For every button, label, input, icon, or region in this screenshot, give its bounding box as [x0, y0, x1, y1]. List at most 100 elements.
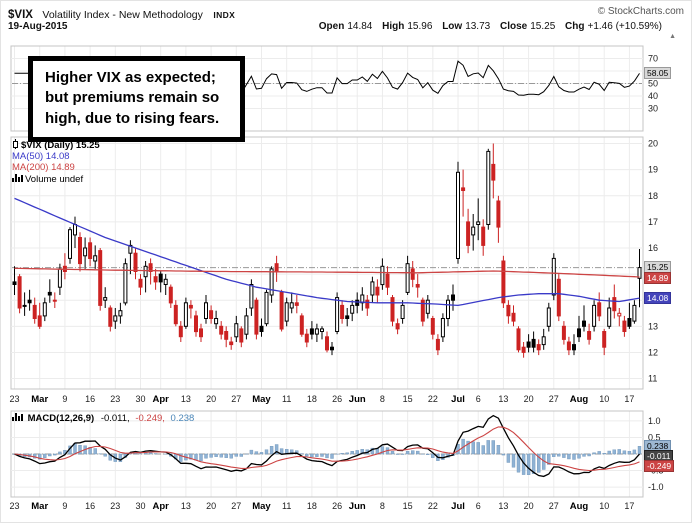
x-axis-label: 27 [231, 394, 241, 404]
y-axis-label: 0.5 [648, 432, 661, 442]
high-label: High [382, 21, 405, 32]
symbol-name: Volatility Index - New Methodology [42, 9, 203, 21]
candle-body [93, 255, 98, 262]
candle-body [476, 221, 481, 225]
candle-body [224, 331, 229, 340]
candle-body [204, 302, 208, 319]
macd-histogram-bar [597, 451, 601, 455]
macd-signal-value: -0.249, [135, 413, 165, 424]
candle-body [345, 315, 350, 319]
ma50-line [14, 197, 640, 307]
x-axis-label: 22 [428, 394, 438, 404]
x-axis-label: Jun [349, 501, 366, 512]
macd-histogram-bar [380, 446, 385, 455]
x-axis-label: 15 [403, 501, 413, 511]
candle-body [108, 307, 113, 327]
ma200-legend-label: MA(200) 14.89 [12, 162, 75, 173]
macd-histogram-bar [587, 453, 591, 457]
macd-histogram-bar [350, 451, 354, 455]
macd-histogram-bar [199, 453, 203, 462]
candle-body [486, 150, 491, 225]
macd-histogram-bar [627, 451, 632, 455]
x-axis-label: 16 [85, 501, 95, 511]
chg-label: Chg [565, 21, 585, 32]
candle-body [481, 226, 486, 246]
macd-histogram-bar [259, 452, 264, 455]
x-axis-label: 27 [231, 501, 241, 511]
candle-body [400, 304, 405, 319]
candle-body [219, 325, 224, 335]
candle-body [577, 328, 581, 338]
x-axis-label: 6 [476, 394, 481, 404]
y-axis-label: 19 [648, 165, 658, 175]
macd-histogram-bar [274, 444, 279, 455]
candle-body [440, 318, 445, 338]
scroll-up-icon[interactable]: ▲ [669, 33, 676, 40]
candle-body [27, 299, 32, 304]
macd-histogram-bar [153, 453, 158, 455]
macd-histogram-bar [390, 451, 395, 455]
candle-body [264, 291, 269, 325]
x-axis-label: 17 [624, 501, 634, 511]
macd-signal-value-box: -0.249 [644, 460, 675, 472]
x-axis-label: 20 [524, 394, 534, 404]
macd-histogram-bar [325, 453, 329, 459]
macd-histogram-bar [214, 453, 218, 457]
macd-histogram-bar [622, 450, 627, 455]
candle-body [582, 320, 586, 327]
macd-histogram-bar [118, 453, 123, 462]
macd-histogram-bar [466, 440, 470, 455]
candle-body [148, 263, 153, 273]
macd-histogram-bar [471, 441, 475, 455]
candle-body [199, 328, 203, 338]
annotation-callout: Higher VIX as expected; but premiums rem… [28, 56, 245, 142]
candle-body [284, 302, 289, 322]
y-axis-label: 13 [648, 321, 658, 331]
candle-body [168, 286, 173, 304]
open-label: Open [318, 21, 345, 32]
legend-row-ma200: MA(200) 14.89 [12, 162, 100, 173]
candle-body [299, 315, 304, 335]
candle-body [572, 344, 576, 351]
candle-body [214, 318, 219, 325]
low-label: Low [442, 21, 463, 32]
macd-histogram-bar [617, 449, 621, 455]
x-axis-label: Jun [349, 394, 366, 405]
candle-body [259, 325, 264, 332]
ma50-legend-label: MA(50) 14.08 [12, 151, 70, 162]
candle-body [143, 265, 148, 278]
macd-histogram-bar [582, 453, 586, 457]
candle-body [587, 331, 592, 340]
x-axis-label: Aug [570, 501, 589, 512]
candle-body [350, 304, 355, 314]
candle-body [113, 315, 118, 322]
exchange-label: INDX [213, 10, 236, 20]
candle-body [617, 312, 622, 317]
macd-histogram-bar [148, 452, 153, 455]
x-axis-label: 8 [380, 501, 385, 511]
x-axis-label: 6 [476, 501, 481, 511]
y-axis-label: 40 [648, 91, 658, 101]
candle-body [531, 338, 536, 348]
y-axis-label: -1.0 [648, 482, 664, 492]
candle-body [435, 338, 440, 351]
macd-histogram-bar [315, 453, 319, 457]
macd-histogram-bar [239, 453, 244, 457]
price-panel-legend: $VIX (Daily) 15.25 MA(50) 14.08 MA(200) … [12, 139, 100, 185]
candle-body [163, 278, 168, 285]
x-axis-label: 27 [549, 501, 559, 511]
candle-body [385, 273, 390, 288]
macd-histogram-bar [305, 453, 309, 457]
chg-value: +1.46 (+10.59%) [587, 21, 663, 32]
candle-body [98, 250, 103, 306]
series-legend-label: $VIX (Daily) 15.25 [21, 140, 100, 151]
candle-body [183, 302, 188, 327]
candle-body [325, 336, 329, 351]
candle-body [83, 247, 88, 257]
candle-body [57, 268, 62, 288]
candle-body [536, 344, 541, 351]
candle-body [521, 346, 526, 353]
macd-histogram-bar [209, 453, 213, 458]
x-axis-label: 23 [110, 501, 120, 511]
macd-histogram-bar [355, 450, 359, 455]
